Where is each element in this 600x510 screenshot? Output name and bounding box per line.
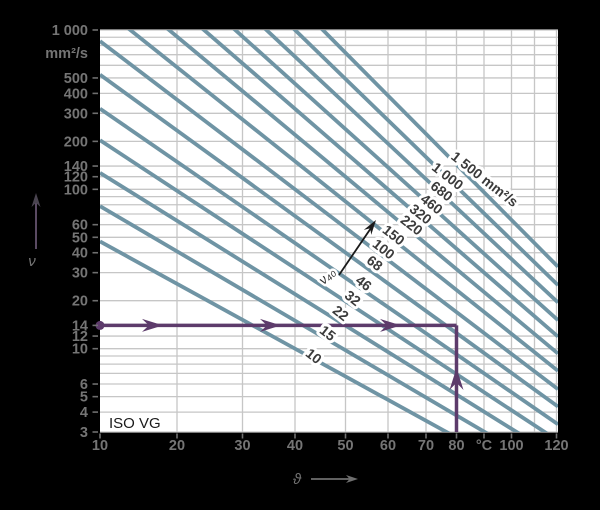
x-tick-label-30: 30 <box>234 438 250 454</box>
theta-axis-arrowhead <box>346 475 358 483</box>
y-tick-label-120: 120 <box>64 170 88 186</box>
vg-line-22 <box>100 171 521 432</box>
iso-vg-lines <box>100 30 558 432</box>
nu40-arrow-shaft <box>338 227 372 276</box>
nu40-arrowhead <box>363 220 376 235</box>
example-right-arrowhead-2 <box>260 318 281 332</box>
y-tick-label-200: 200 <box>64 134 88 150</box>
nu-axis-label: ν <box>28 253 36 270</box>
y-tick-label-12: 12 <box>72 329 88 345</box>
y-tick-label-10: 10 <box>72 342 88 358</box>
y-tick-label-6: 6 <box>80 377 88 393</box>
example-start-dot <box>95 320 105 330</box>
vg-line-10 <box>100 239 451 432</box>
x-tick-label-60: 60 <box>380 438 396 454</box>
y-axis-unit-label: mm²/s <box>45 46 88 62</box>
x-tick-label-70: 70 <box>418 438 434 454</box>
x-axis: 10 20 30 40 50 60 70 80 °C 100 120 <box>92 433 569 454</box>
x-tick-label-40: 40 <box>287 438 303 454</box>
vg-line-680 <box>263 30 558 304</box>
iso-vg-label: ISO VG <box>109 415 161 432</box>
x-tick-label-10: 10 <box>92 438 108 454</box>
y-tick-label-400: 400 <box>64 86 88 102</box>
x-tick-label-50: 50 <box>337 438 353 454</box>
example-right-arrowhead-1 <box>142 318 163 332</box>
y-tick-label-20: 20 <box>72 294 88 310</box>
example-up-arrowhead <box>449 368 464 390</box>
x-tick-label-80: 80 <box>448 438 464 454</box>
y-tick-label-30: 30 <box>72 266 88 282</box>
vg-line-1000 <box>292 30 558 287</box>
vg-line-46 <box>100 107 558 426</box>
y-tick-label-100: 100 <box>64 182 88 198</box>
y-tick-label-140: 140 <box>64 159 88 175</box>
y-tick-label-40: 40 <box>72 246 88 262</box>
vg-line-32 <box>100 138 549 432</box>
y-tick-label-60: 60 <box>72 218 88 234</box>
y-tick-label-4: 4 <box>80 405 88 421</box>
x-tick-label-100: 100 <box>499 438 523 454</box>
theta-axis-label: ϑ <box>293 471 302 488</box>
vg-line-68 <box>100 73 558 409</box>
x-tick-label-90: °C <box>476 438 493 454</box>
vg-line-220 <box>166 30 558 356</box>
nu-axis-arrowhead <box>31 193 41 207</box>
y-tick-label-3: 3 <box>80 425 88 441</box>
y-tick-label-14: 14 <box>72 318 88 334</box>
vg-line-320 <box>201 30 558 339</box>
y-tick-label-1000: 1 000 <box>52 23 88 39</box>
x-tick-label-20: 20 <box>169 438 185 454</box>
vg-line-1500 <box>320 30 558 269</box>
vg-line-15 <box>100 204 489 432</box>
x-tick-label-120: 120 <box>544 438 568 454</box>
y-tick-label-500: 500 <box>64 71 88 87</box>
nu-axis-annotation: ν <box>28 193 41 270</box>
vg-line-100 <box>100 39 558 391</box>
theta-axis-annotation: ϑ <box>293 471 358 488</box>
example-right-arrowhead-3 <box>380 318 401 332</box>
vg-line-150 <box>127 30 558 373</box>
y-tick-label-5: 5 <box>80 390 88 406</box>
example-path <box>95 318 464 432</box>
y-tick-label-300: 300 <box>64 106 88 122</box>
vg-line-460 <box>232 30 558 322</box>
y-tick-label-50: 50 <box>72 230 88 246</box>
